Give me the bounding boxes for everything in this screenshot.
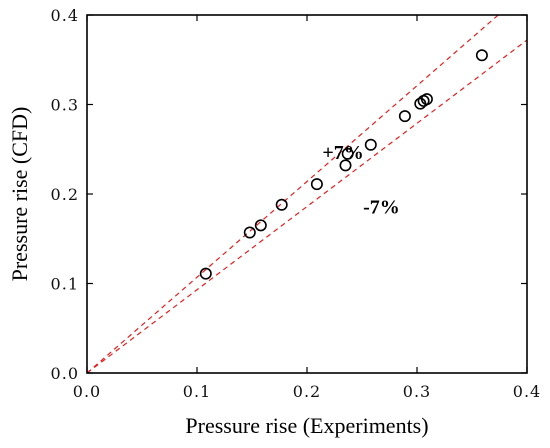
annotations: +7% -7% xyxy=(322,142,399,219)
annotation-label: +7% xyxy=(322,142,363,164)
x-tick-label: 0.2 xyxy=(293,382,321,401)
data-point xyxy=(398,110,411,123)
data-point xyxy=(341,147,354,160)
tick-labels: 0.0 0.1 0.2 0.3 0.4 0.0 0.1 0.2 0.3 0.4 xyxy=(51,6,541,401)
y-tick-label: 0.3 xyxy=(51,96,79,115)
data-point xyxy=(364,138,377,151)
x-tick-label: 0.0 xyxy=(73,382,101,401)
reference-lines xyxy=(86,14,528,374)
data-point xyxy=(199,267,212,280)
y-tick-label: 0.2 xyxy=(51,185,79,204)
y-axis-label: Pressure rise (CFD) xyxy=(7,107,32,282)
plot-frame xyxy=(86,14,528,374)
data-point xyxy=(310,178,323,191)
reference-line-plus-7 xyxy=(86,14,499,374)
data-point xyxy=(243,226,256,239)
x-tick-label: 0.3 xyxy=(403,382,431,401)
data-point xyxy=(275,198,288,211)
data-points xyxy=(199,49,488,280)
x-tick-label: 0.4 xyxy=(513,382,541,401)
y-tick-label: 0.0 xyxy=(51,364,79,383)
data-point xyxy=(254,219,267,232)
data-point xyxy=(475,49,488,62)
annotation-label: -7% xyxy=(363,197,400,219)
x-tick-label: 0.1 xyxy=(183,382,211,401)
y-tick-label: 0.4 xyxy=(51,6,79,25)
y-tick-label: 0.1 xyxy=(51,275,79,294)
x-axis-label: Pressure rise (Experiments) xyxy=(185,413,428,438)
axis-ticks xyxy=(86,14,528,374)
data-point xyxy=(420,93,433,106)
reference-line-minus-7 xyxy=(86,39,528,374)
data-point xyxy=(339,159,352,172)
